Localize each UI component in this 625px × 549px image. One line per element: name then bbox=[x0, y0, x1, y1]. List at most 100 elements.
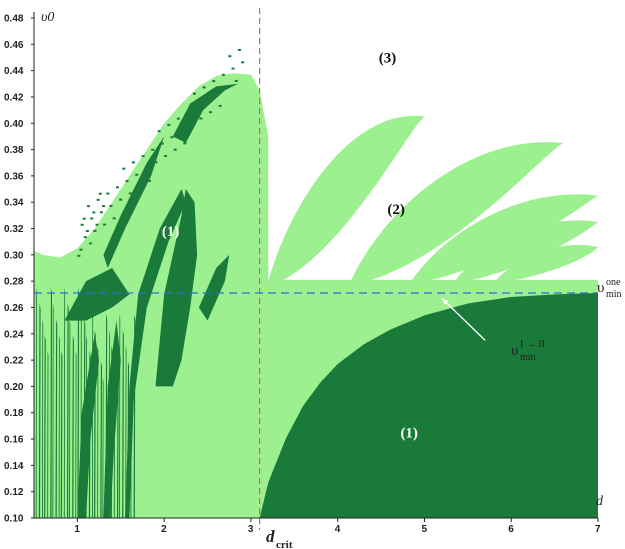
arrow-shaft bbox=[441, 297, 486, 341]
dark-speckle bbox=[106, 192, 110, 195]
lobe-region-2 bbox=[268, 115, 425, 282]
dark-speckle bbox=[209, 111, 213, 114]
x-tick-label: 6 bbox=[508, 524, 514, 535]
dark-speckle bbox=[231, 67, 235, 70]
y-tick-label: 0.20 bbox=[4, 382, 24, 393]
dark-speckle bbox=[103, 223, 107, 226]
dark-speckle bbox=[87, 205, 91, 208]
y-tick-labels: 0.10 0.12 0.14 0.16 0.18 0.20 0.22 0.24 0.26 0.28… bbox=[4, 14, 34, 525]
dark-speckle bbox=[170, 136, 174, 139]
y-tick-label: 0.38 bbox=[4, 145, 24, 156]
dark-stripe bbox=[60, 350, 63, 518]
y-tick-label: 0.34 bbox=[4, 198, 24, 209]
dark-filament bbox=[155, 189, 198, 387]
region-labels: (1) (2) (3) (1) bbox=[162, 50, 418, 441]
dark-speckle bbox=[167, 123, 171, 126]
dark-speckle bbox=[151, 148, 155, 151]
dark-speckle bbox=[241, 61, 245, 64]
dark-speckle bbox=[186, 111, 190, 114]
dark-speckle bbox=[196, 105, 200, 108]
dark-speckle bbox=[98, 192, 102, 195]
dark-stripe bbox=[66, 303, 69, 518]
dcrit-label: d crit bbox=[266, 527, 293, 549]
dark-stripe bbox=[41, 319, 44, 518]
dark-stripe bbox=[75, 350, 77, 518]
dark-speckle bbox=[228, 55, 232, 58]
dark-stripe bbox=[35, 287, 37, 518]
dark-stripe bbox=[72, 335, 74, 518]
dark-speckle bbox=[225, 86, 229, 89]
x-tick-label: 5 bbox=[421, 524, 427, 535]
y-tick-label: 0.18 bbox=[4, 408, 24, 419]
dark-speckle bbox=[80, 223, 84, 226]
dark-stripe bbox=[97, 345, 99, 518]
y-tick-label: 0.40 bbox=[4, 119, 24, 130]
dark-speckle bbox=[128, 192, 132, 195]
dark-speckle bbox=[144, 167, 148, 170]
dark-speckle bbox=[192, 92, 196, 95]
dark-speckle bbox=[92, 211, 96, 214]
dark-filament bbox=[125, 189, 186, 518]
lower-dark-region-1 bbox=[259, 293, 598, 518]
dark-speckle bbox=[218, 104, 222, 107]
x-tick-label: 1 bbox=[74, 524, 80, 535]
reference-lines bbox=[34, 8, 598, 530]
dark-speckle bbox=[85, 230, 89, 233]
dark-stripe bbox=[63, 287, 66, 518]
plot-area bbox=[34, 18, 598, 518]
y-tick-label: 0.14 bbox=[4, 461, 24, 472]
dark-stripe bbox=[125, 345, 127, 518]
y-tick-label: 0.32 bbox=[4, 224, 24, 235]
dark-filament bbox=[103, 320, 121, 518]
y-tick-label: 0.42 bbox=[4, 92, 24, 103]
dark-speckle bbox=[138, 186, 142, 189]
region-label: (1) bbox=[400, 425, 418, 441]
dark-stripe bbox=[116, 377, 119, 518]
dark-speckle bbox=[173, 148, 177, 151]
vmin-I-II-annotation: υ I → II min bbox=[511, 339, 545, 363]
y-tick-label: 0.12 bbox=[4, 487, 24, 498]
dark-speckle bbox=[99, 211, 103, 214]
dark-speckle bbox=[119, 198, 123, 201]
lobe-region-2 bbox=[350, 142, 564, 282]
y-tick-label: 0.22 bbox=[4, 356, 24, 367]
dark-stripe bbox=[38, 303, 41, 518]
x-tick-label: 3 bbox=[248, 524, 254, 535]
x-tick-labels: 1 2 3 4 5 6 7 bbox=[74, 518, 601, 535]
dark-speckle bbox=[176, 117, 180, 120]
dark-speckle bbox=[131, 161, 135, 164]
dark-filament bbox=[77, 333, 100, 518]
y-tick-label: 0.24 bbox=[4, 329, 24, 340]
svg-text:I → II: I → II bbox=[520, 339, 545, 350]
dark-filament bbox=[172, 83, 238, 143]
svg-text:υ: υ bbox=[511, 343, 518, 359]
dark-filament bbox=[103, 136, 165, 268]
dark-stripe bbox=[102, 377, 104, 518]
dark-speckle bbox=[79, 248, 83, 251]
dark-speckle bbox=[95, 223, 99, 226]
axes bbox=[33, 12, 598, 519]
dark-speckle bbox=[202, 86, 206, 89]
x-tick-label: 4 bbox=[335, 524, 341, 535]
dark-speckle bbox=[89, 242, 93, 245]
dark-speckle bbox=[77, 254, 81, 257]
dark-stripe bbox=[52, 303, 54, 518]
dark-speckle bbox=[148, 179, 152, 182]
region-1-lower bbox=[259, 293, 598, 518]
dark-stripe bbox=[55, 319, 58, 518]
y-tick-label: 0.48 bbox=[4, 14, 24, 25]
y-tick-label: 0.44 bbox=[4, 66, 24, 77]
dark-speckle bbox=[205, 98, 209, 101]
y-tick-label: 0.36 bbox=[4, 171, 24, 182]
dark-speckle bbox=[189, 123, 193, 126]
dark-stripe bbox=[100, 361, 102, 518]
dark-speckle bbox=[101, 205, 105, 208]
y-tick-label: 0.16 bbox=[4, 435, 24, 446]
dark-filament bbox=[64, 268, 130, 321]
dark-speckle bbox=[115, 186, 119, 189]
dark-speckle bbox=[90, 217, 94, 220]
dark-speckle bbox=[157, 130, 161, 133]
dark-speckle bbox=[125, 180, 129, 183]
region-label: (1) bbox=[162, 224, 180, 240]
